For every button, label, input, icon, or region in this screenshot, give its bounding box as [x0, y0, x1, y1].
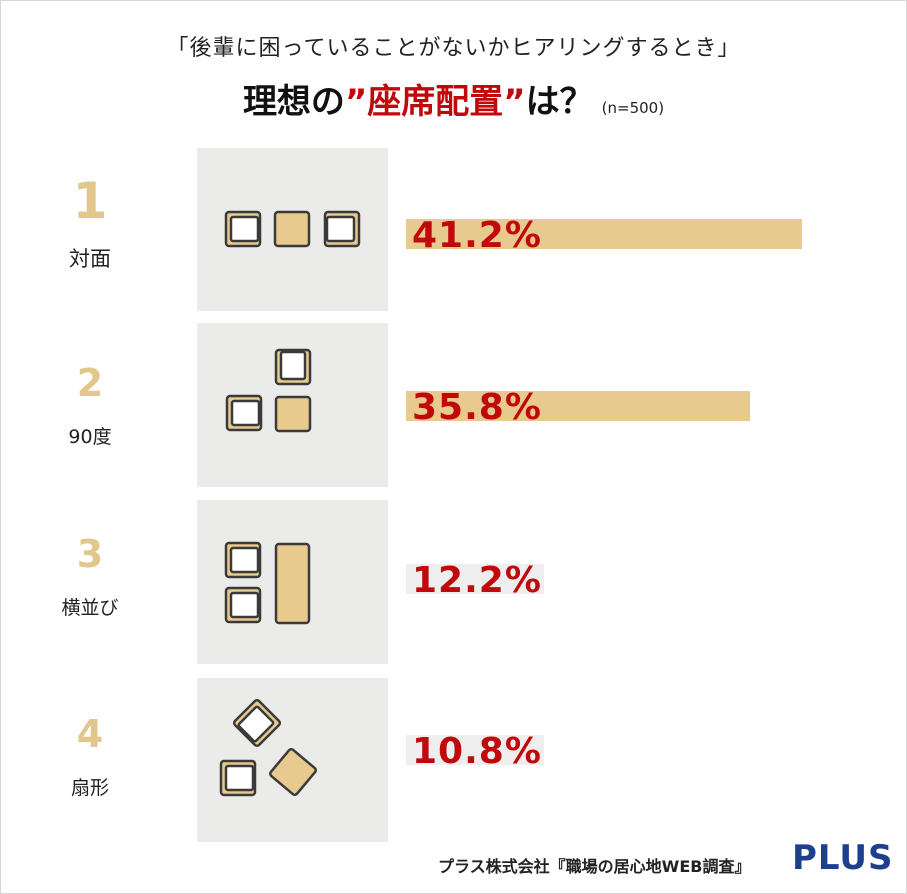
chair-icon [231, 697, 283, 749]
chair-icon [224, 210, 262, 248]
title-prefix: 理想の [242, 82, 345, 122]
source-note: プラス株式会社『職場の居心地WEB調査』 [438, 857, 751, 876]
table-icon [273, 210, 311, 248]
table-icon [274, 395, 312, 433]
rank-number-2: 2 [76, 361, 104, 405]
sample-size: (n=500) [601, 99, 665, 117]
category-label-1: 対面 [69, 247, 111, 271]
category-label-3: 横並び [61, 597, 119, 619]
chart-title: 理想の”座席配置”は？ (n=500) [0, 74, 907, 123]
plus-logo: PLUS [792, 838, 894, 878]
table-icon [269, 748, 317, 796]
bar-track-4 [406, 735, 544, 765]
table-icon [274, 542, 311, 625]
rank-number-3: 3 [76, 532, 104, 576]
value-label-3: 12.2% [412, 560, 542, 601]
chair-icon [224, 541, 262, 579]
chart-subtitle: 「後輩に困っていることがないかヒアリングするとき」 [166, 36, 741, 61]
chair-icon [323, 210, 361, 248]
category-label-4: 扇形 [70, 777, 109, 799]
bar-face-to-face [406, 219, 802, 249]
rank-number-1: 1 [72, 172, 108, 230]
title-highlight: ”座席配置” [344, 82, 526, 122]
value-label-4: 10.8% [412, 731, 542, 772]
chair-icon [224, 586, 262, 624]
chair-icon [225, 394, 263, 432]
rank-number-4: 4 [76, 712, 104, 756]
chair-icon [274, 348, 312, 386]
category-label-2: 90度 [68, 426, 112, 448]
bar-track-3 [406, 564, 544, 594]
value-label-1: 41.2% [412, 215, 542, 256]
chair-icon [219, 759, 257, 797]
bar-90-degree [406, 391, 750, 421]
value-label-2: 35.8% [412, 387, 542, 428]
title-suffix: は？ [525, 82, 594, 122]
